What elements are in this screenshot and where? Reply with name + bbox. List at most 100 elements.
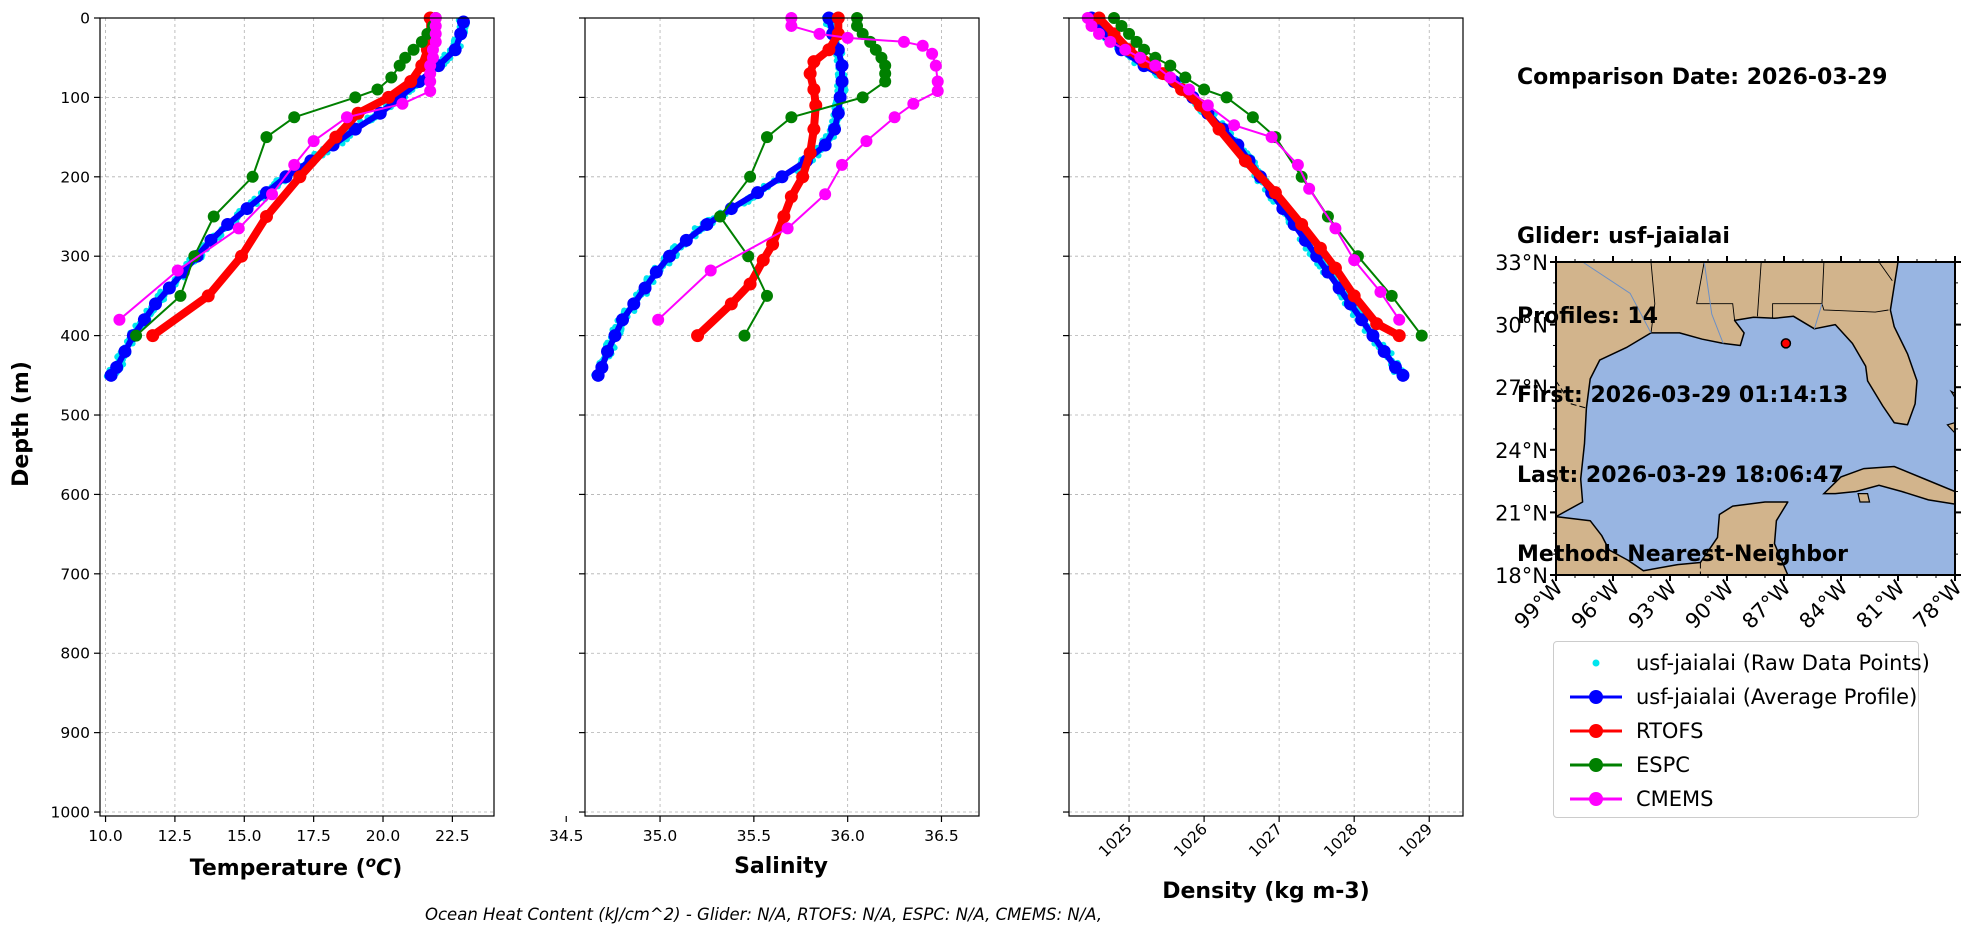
legend-item-glider: usf-jaialai (Average Profile) [1564,680,1917,714]
glider-point [221,217,235,231]
espc-point [760,131,773,144]
rtofs-point [1212,122,1226,136]
lat-label: 21°N [1495,501,1548,525]
rtofs-point [1328,261,1342,275]
glider-point [649,265,663,279]
axes-frame [1068,17,1464,817]
salinity-axis-label: Salinity [734,854,828,879]
cmems-point [813,27,826,40]
glider-point [775,170,789,184]
legend-item-cmems: CMEMS [1564,782,1714,816]
cmems-point [1085,19,1098,32]
espc-profile [714,12,892,342]
cmems-profile [1081,12,1406,326]
cmems-point [931,85,944,98]
lat-label: 33°N [1495,251,1548,275]
glider-point [162,281,176,295]
cmems-point [929,59,942,72]
y-tick-label: 500 [60,407,90,425]
espc-point [385,71,398,84]
x-tick-label: 36.5 [924,827,959,845]
cmems-point [897,35,910,48]
x-tick-label: 1027 [1245,820,1286,861]
x-tick-label: 22.5 [435,827,470,845]
espc-point [1220,91,1233,104]
espc-point [1415,329,1428,342]
glider-point [454,27,468,41]
legend: usf-jaialai (Raw Data Points) usf-jaiala… [1553,641,1930,818]
x-tick-label: 1026 [1170,820,1211,861]
axes-frame [99,17,495,817]
x-tick-label: 34.5 [549,827,584,845]
glider-point [104,368,118,382]
rtofs-point [724,297,738,311]
espc-point [856,91,869,104]
espc-point [879,75,892,88]
cmems-point [916,39,929,52]
cmems-point [171,264,184,277]
salinity-panel: 34.5 35.0 35.5 36.0 36.5 [549,11,980,845]
rtofs-point [329,130,343,144]
cmems-point [926,47,939,60]
espc-point [744,170,757,183]
cmems-point [860,135,873,148]
rtofs-point [807,55,821,69]
state-border [1696,303,1736,321]
glider-point [1396,368,1410,382]
cmems-point [907,97,920,110]
espc-point [856,27,869,40]
x-tick-label: 36.0 [830,827,865,845]
glider-point [627,297,641,311]
y-tick-label: 300 [60,248,90,266]
rtofs-point [756,253,770,267]
espc-line-icon [1570,758,1622,772]
rtofs-point [691,329,705,343]
state-border [1772,261,1825,319]
espc-point [742,250,755,263]
legend-item-rtofs: RTOFS [1564,714,1703,748]
espc-point [760,289,773,302]
rtofs-point [293,170,307,184]
cmems-point [931,75,944,88]
espc-point [1130,35,1143,48]
lat-label: 18°N [1495,564,1548,588]
cmems-point [1149,59,1162,72]
temperature-axis-label: Temperature (oC) [190,853,403,881]
glider-point [1366,329,1380,343]
cmems-line-icon [1570,792,1622,806]
legend-item-espc: ESPC [1564,748,1690,782]
rtofs-point [1392,329,1406,343]
glider-point [700,217,714,231]
glider-point [835,59,849,73]
x-tick-label: 12.5 [158,827,193,845]
density-panel: 1025 1026 1027 1028 1029 [1063,11,1464,861]
first-time: First: 2026-03-29 01:14:13 [1517,383,1849,408]
cmems-point [819,188,832,201]
glider-point [818,138,832,152]
raw-marker-icon [1592,659,1600,667]
glider-point [1377,344,1391,358]
glider-profile [104,15,470,382]
espc-point [174,289,187,302]
espc-point [349,91,362,104]
cmems-point [836,158,849,171]
x-tick-label: 1025 [1095,820,1136,861]
espc-point [371,83,384,96]
y-tick-label: 0 [80,10,90,28]
rtofs-point [1238,154,1252,168]
rtofs-profile [691,11,845,343]
glider-point [751,186,765,200]
cmems-point [424,75,437,88]
country-border [1555,380,1587,409]
cmems-point [288,158,301,171]
cmems-line [118,18,437,321]
cmems-point [652,313,665,326]
rtofs-point [415,59,429,73]
y-tick-label: 200 [60,168,90,186]
cmems-point [1201,99,1214,112]
y-tick-label: 100 [60,89,90,107]
rtofs-point [796,170,810,184]
glider-point [831,106,845,120]
rtofs-point [803,67,817,81]
method: Method: Nearest-Neighbor [1517,542,1848,567]
